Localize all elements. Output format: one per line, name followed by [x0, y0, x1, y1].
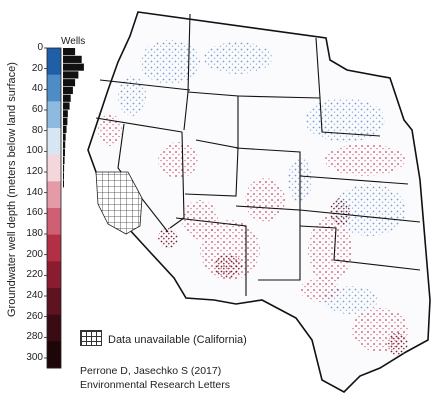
- histogram-bar: [63, 48, 76, 56]
- colorbar-segment: [47, 208, 61, 236]
- colorbar-segment: [47, 154, 61, 182]
- colorbar-segment: [47, 234, 61, 262]
- colorbar-segment: [47, 288, 61, 316]
- histogram-bar: [63, 180, 64, 188]
- colorbar-segment: [47, 101, 61, 129]
- depth-tick-label: 180: [26, 228, 43, 239]
- depth-tick-label: 40: [31, 83, 43, 95]
- colorbar-segment: [47, 48, 61, 76]
- histogram-bar: [63, 156, 65, 165]
- histogram-bar: [63, 63, 84, 71]
- histogram-bar: [63, 79, 76, 87]
- depth-tick-label: 200: [26, 248, 43, 260]
- very-deep-well-areas: [158, 198, 408, 356]
- histogram-bar: [63, 86, 73, 95]
- wells-histogram: [63, 48, 84, 188]
- depth-colorbar: [44, 47, 62, 369]
- histogram-bar: [63, 110, 68, 118]
- deep-well-areas: [98, 114, 408, 352]
- credit-line-2: Environmental Research Letters: [80, 379, 230, 391]
- histogram-bar: [63, 94, 71, 102]
- histogram-bar: [63, 55, 82, 63]
- depth-tick-label: 60: [31, 104, 43, 115]
- histogram-bar: [63, 164, 65, 172]
- depth-tick-label: 220: [26, 269, 43, 281]
- colorbar-segment: [47, 74, 61, 102]
- depth-tick-label: 0: [37, 42, 43, 53]
- depth-tick-label: 260: [26, 310, 43, 322]
- colorbar-segment: [47, 341, 61, 369]
- depth-tick-label: 20: [31, 62, 43, 74]
- wells-label: Wells: [61, 36, 86, 47]
- colorbar-segment: [47, 261, 61, 289]
- depth-tick-label: 120: [26, 166, 43, 177]
- colorbar-segment: [47, 128, 61, 156]
- depth-tick-label: 100: [26, 145, 43, 157]
- credit-line-1: Perrone D, Jasechko S (2017): [80, 365, 222, 377]
- depth-tick-label: 300: [26, 352, 43, 363]
- histogram-bar: [63, 172, 64, 180]
- depth-tick-label: 140: [26, 186, 43, 198]
- depth-tick-label: 160: [26, 207, 43, 219]
- colorbar-segment: [47, 314, 61, 342]
- credit: Perrone D, Jasechko S (2017) Environment…: [80, 364, 230, 392]
- no-data-hatch-swatch: [80, 330, 102, 346]
- colorbar-frame: [46, 47, 62, 369]
- histogram-bar: [63, 133, 66, 141]
- depth-tick-label: 80: [31, 124, 43, 136]
- histogram-bar: [63, 102, 70, 110]
- colorbar-segment: [47, 181, 61, 209]
- no-data-legend-label: Data unavailable (California): [108, 334, 247, 346]
- state-borders: [95, 13, 421, 296]
- depth-tick-label: 280: [26, 331, 43, 343]
- california-no-data-area: [95, 171, 143, 235]
- histogram-bar: [63, 141, 66, 149]
- histogram-bar: [63, 71, 79, 79]
- histogram-bar: [63, 149, 65, 157]
- histogram-bar: [63, 118, 68, 126]
- histogram-bar: [63, 125, 67, 133]
- depth-tick-label: 240: [26, 290, 43, 301]
